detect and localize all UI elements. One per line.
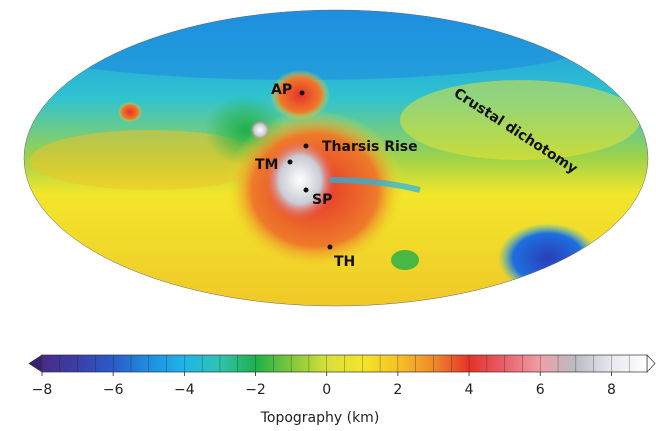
colorbar-tick-label: 2	[393, 382, 402, 398]
map-label: SP	[312, 192, 332, 208]
colorbar-tick-label: 4	[465, 382, 474, 398]
colorbar-extend-high	[647, 355, 655, 372]
colorbar: −8 −6 −4 −2 0 2 4 6 8	[29, 355, 655, 398]
colorbar-tick-label: 0	[322, 382, 331, 398]
colorbar-tick-label: −8	[32, 382, 53, 398]
map-label: TH	[334, 254, 355, 270]
colorbar-tick-label: −4	[174, 382, 195, 398]
colorbar-tick-label: 8	[607, 382, 616, 398]
map-label: TM	[255, 157, 278, 173]
map-label: Tharsis Rise	[322, 139, 418, 155]
map-label: AP	[271, 82, 292, 98]
colorbar-tick-label: 6	[536, 382, 545, 398]
figure: AP Tharsis Rise TM SP TH Crustal dichoto…	[0, 0, 656, 431]
colorbar-tick-label: −2	[245, 382, 266, 398]
colorbar-extend-low	[29, 355, 42, 372]
colorbar-tick-label: −6	[103, 382, 124, 398]
colorbar-label: Topography (km)	[260, 410, 380, 426]
